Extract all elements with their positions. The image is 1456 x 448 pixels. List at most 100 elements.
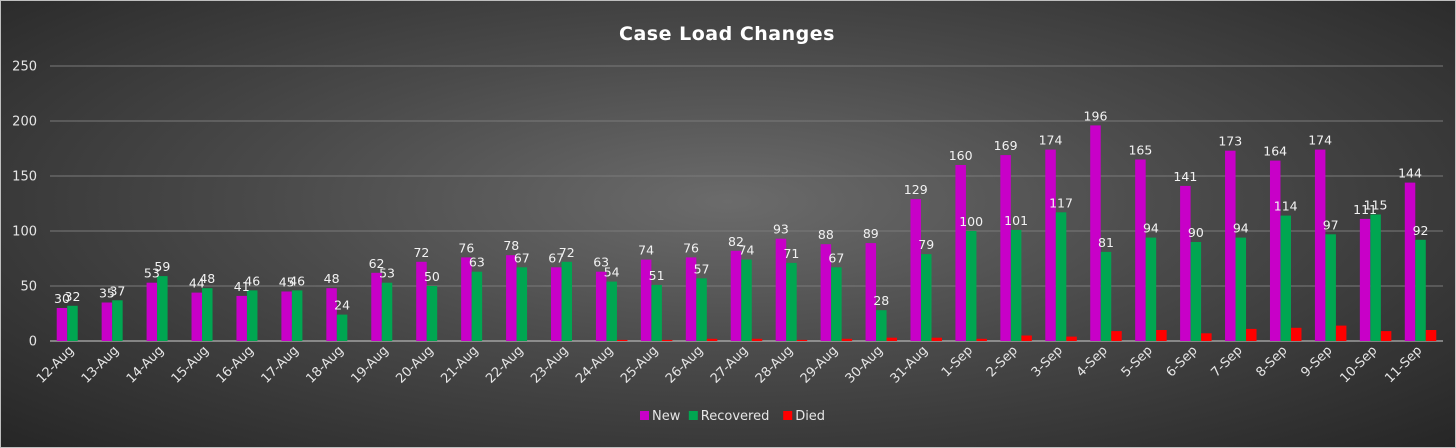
data-label: 144	[1398, 166, 1422, 181]
bar-new	[775, 238, 787, 341]
bar-new	[1135, 159, 1146, 341]
bar-new	[955, 165, 966, 341]
bar-new	[1225, 150, 1236, 341]
data-label: 78	[503, 238, 519, 253]
x-tick-label: 3-Sep	[1029, 343, 1066, 380]
x-tick-label: 17-Aug	[259, 343, 302, 386]
data-label: 48	[324, 271, 340, 286]
data-label: 45	[279, 275, 295, 290]
bar-new	[640, 259, 652, 341]
bar-recovered	[920, 254, 932, 341]
legend-label-recovered: Recovered	[701, 409, 770, 424]
bar-new	[551, 267, 562, 341]
data-label: 63	[469, 255, 485, 270]
y-tick-label: 100	[12, 225, 37, 240]
bar-new	[1314, 149, 1326, 341]
bar-recovered	[965, 231, 977, 341]
bar-died	[1156, 330, 1167, 341]
bar-died	[841, 338, 853, 341]
bar-new	[371, 272, 382, 341]
bar-recovered	[336, 314, 348, 341]
bar-new	[1045, 149, 1056, 341]
bar-recovered	[67, 305, 78, 341]
bar-recovered	[471, 271, 483, 341]
data-label: 50	[424, 269, 440, 284]
data-label: 165	[1128, 143, 1152, 158]
data-label: 173	[1218, 134, 1242, 149]
bar-new	[865, 243, 877, 341]
data-label: 129	[904, 182, 928, 197]
data-label: 141	[1173, 169, 1197, 184]
data-label: 79	[918, 237, 934, 252]
legend-swatch-new	[640, 411, 649, 420]
bar-new	[1000, 155, 1011, 341]
bar-recovered	[1100, 251, 1112, 341]
data-label: 76	[683, 240, 699, 255]
y-tick-label: 250	[12, 60, 37, 75]
x-tick-label: 13-Aug	[79, 343, 122, 386]
bar-died	[1246, 328, 1257, 341]
data-label: 46	[289, 273, 305, 288]
bar-new	[910, 199, 921, 341]
bar-recovered	[876, 310, 887, 341]
bar-new	[236, 295, 247, 341]
bar-died	[886, 337, 898, 341]
x-tick-label: 21-Aug	[438, 343, 481, 386]
bar-new	[191, 292, 203, 341]
data-label: 82	[728, 234, 744, 249]
bar-died	[796, 339, 808, 341]
bar-died	[1066, 336, 1077, 341]
x-tick-label: 1-Sep	[939, 343, 976, 380]
bar-new	[1269, 160, 1281, 341]
bar-recovered	[1235, 237, 1247, 341]
bar-recovered	[516, 267, 528, 341]
bar-recovered	[1010, 229, 1022, 341]
x-tick-label: 14-Aug	[124, 343, 167, 386]
bar-new	[820, 244, 832, 341]
data-label: 63	[593, 255, 609, 270]
y-tick-label: 0	[29, 335, 37, 350]
data-label: 57	[694, 261, 710, 276]
bar-new	[1359, 218, 1371, 341]
bar-died	[1290, 327, 1302, 341]
bar-new	[56, 308, 68, 341]
data-label: 30	[54, 291, 70, 306]
bar-died	[616, 339, 628, 341]
data-label: 115	[1364, 198, 1388, 213]
bar-died	[931, 337, 942, 341]
bar-recovered	[246, 290, 258, 341]
bar-recovered	[1280, 215, 1291, 341]
bar-new	[146, 282, 158, 341]
data-label: 90	[1188, 225, 1204, 240]
data-label: 53	[144, 266, 160, 281]
x-tick-label: 27-Aug	[708, 343, 751, 386]
y-tick-label: 150	[12, 170, 37, 185]
data-label: 32	[65, 289, 81, 304]
legend-swatch-recovered	[688, 411, 698, 420]
data-label: 114	[1274, 199, 1298, 214]
bar-new	[1090, 125, 1101, 342]
x-tick-label: 20-Aug	[393, 343, 436, 386]
bar-new	[416, 261, 427, 341]
data-label: 41	[234, 279, 250, 294]
data-label: 67	[828, 250, 844, 265]
x-tick-label: 9-Sep	[1298, 343, 1335, 380]
bar-recovered	[831, 267, 842, 341]
x-tick-label: 19-Aug	[348, 343, 391, 386]
data-label: 111	[1353, 202, 1377, 217]
data-label: 174	[1308, 133, 1332, 148]
data-label: 51	[649, 268, 665, 283]
data-label: 28	[873, 293, 889, 308]
bar-died	[976, 338, 987, 341]
x-tick-label: 31-Aug	[888, 343, 931, 386]
data-label: 101	[1004, 213, 1028, 228]
bar-died	[1021, 335, 1032, 341]
data-label: 67	[548, 250, 564, 265]
data-label: 164	[1263, 144, 1287, 159]
data-label: 89	[863, 226, 879, 241]
bar-new	[101, 302, 113, 341]
bar-died	[661, 339, 673, 341]
bar-recovered	[606, 281, 617, 341]
x-tick-label: 7-Sep	[1209, 343, 1246, 380]
